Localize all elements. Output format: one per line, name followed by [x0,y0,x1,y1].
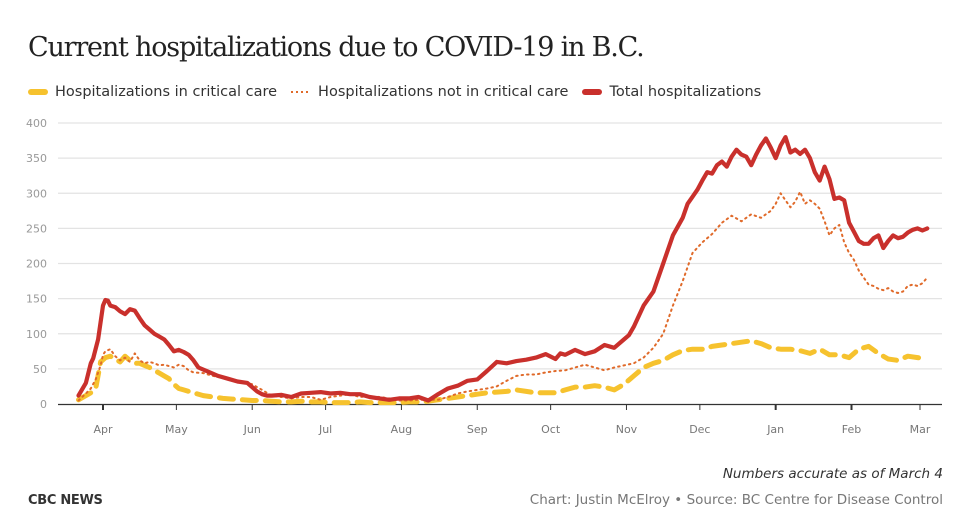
line-chart: 0 50 100 150 200 250 300 350 400 Apr May Jun Jul Aug… [26,117,942,436]
chart-legend: Hospitalizations in critical care Hospit… [28,84,775,100]
x-tick-label: May [165,423,188,436]
x-tick-label: Oct [541,423,561,436]
series-line-total-hospitalizations [76,135,930,403]
y-tick-label: 300 [26,187,47,200]
y-tick-label: 0 [40,398,47,411]
y-axis: 0 50 100 150 200 250 300 350 400 [26,117,47,411]
x-tick-label: Jun [243,423,261,436]
data-accuracy-note: Numbers accurate as of March 4 [722,466,943,482]
legend-swatch-dashed-yellow-icon [28,89,48,95]
legend-item-total: Total hospitalizations [582,84,761,100]
x-tick-label: Nov [616,423,638,436]
x-tick-label: Apr [93,423,113,436]
x-tick-label: Jan [766,423,784,436]
x-axis: Apr May Jun Jul Aug Sep Oct Nov Dec Jan Feb Mar [58,403,942,436]
gridlines [58,122,942,370]
series-line-hospitalizations-in-critical-care [76,338,930,406]
y-tick-label: 50 [33,363,47,376]
x-tick-label: Mar [910,423,931,436]
y-tick-label: 100 [26,328,47,341]
legend-label: Total hospitalizations [609,84,762,100]
x-tick-label: Jul [318,423,332,436]
chart-credit: Chart: Justin McElroy • Source: BC Centr… [529,492,943,508]
y-tick-label: 400 [26,117,47,130]
brand-logo: CBC NEWS [28,493,103,508]
legend-label: Hospitalizations in critical care [55,84,278,100]
x-tick-label: Aug [391,423,412,436]
y-tick-label: 250 [26,222,47,235]
series-group [76,135,930,406]
series-line-hospitalizations-not-in-critical-care [77,190,929,402]
y-tick-label: 200 [26,258,47,271]
legend-swatch-dotted-orange-icon [291,91,312,93]
x-tick-label: Feb [842,423,861,436]
chart-title: Current hospitalizations due to COVID-19… [28,32,645,63]
x-tick-label: Dec [689,423,710,436]
y-tick-label: 150 [26,293,47,306]
legend-item-not-critical-care: Hospitalizations not in critical care [291,84,568,100]
legend-swatch-solid-red-icon [582,89,603,95]
legend-label: Hospitalizations not in critical care [318,84,569,100]
legend-item-critical-care: Hospitalizations in critical care [28,84,277,100]
x-tick-label: Sep [467,423,488,436]
y-tick-label: 350 [26,152,47,165]
